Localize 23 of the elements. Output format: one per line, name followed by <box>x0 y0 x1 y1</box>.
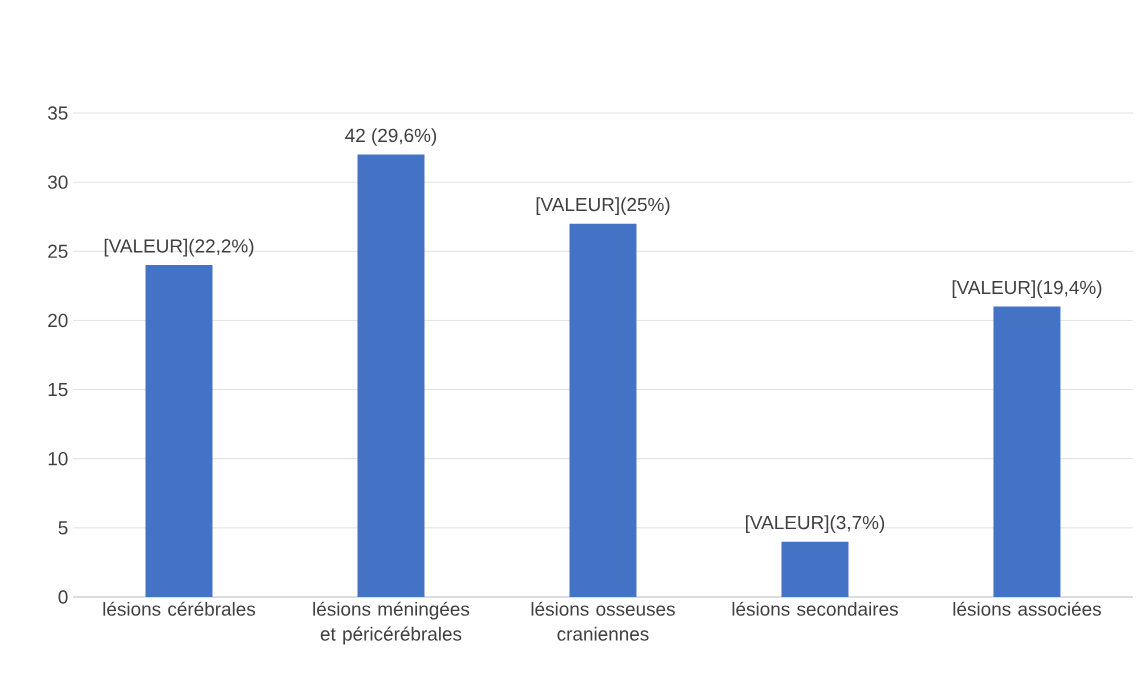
bar <box>993 306 1061 597</box>
x-tick-label: lésions cérébrales <box>103 601 256 616</box>
annotation: [VALEUR](25%) <box>536 197 670 215</box>
bar <box>781 541 849 597</box>
annotation: 42 (29,6%) <box>345 128 437 146</box>
y-tick-label: 20 <box>48 313 68 328</box>
bar <box>145 265 213 597</box>
annotation: [VALEUR](22,2%) <box>104 238 254 257</box>
y-tick-label: 5 <box>58 521 68 535</box>
y-tick-label: 25 <box>48 244 68 258</box>
y-tick-label: 15 <box>48 382 68 397</box>
y-tick-label: 30 <box>47 175 68 189</box>
annotation: [VALEUR](19,4%) <box>952 280 1102 298</box>
x-tick-label: lésions associées <box>953 601 1101 616</box>
y-tick-label: 35 <box>47 106 68 120</box>
x-tick-label: lésions osseuses craniennes <box>531 601 675 641</box>
bar <box>569 223 637 597</box>
annotation: [VALEUR](3,7%) <box>746 515 885 533</box>
y-tick-label: 0 <box>58 590 68 604</box>
bar <box>357 154 425 597</box>
x-tick-label: lésions méningées et péricérébrales <box>313 601 470 645</box>
x-tick-label: lésions secondaires <box>732 601 898 616</box>
y-tick-label: 10 <box>48 452 68 466</box>
